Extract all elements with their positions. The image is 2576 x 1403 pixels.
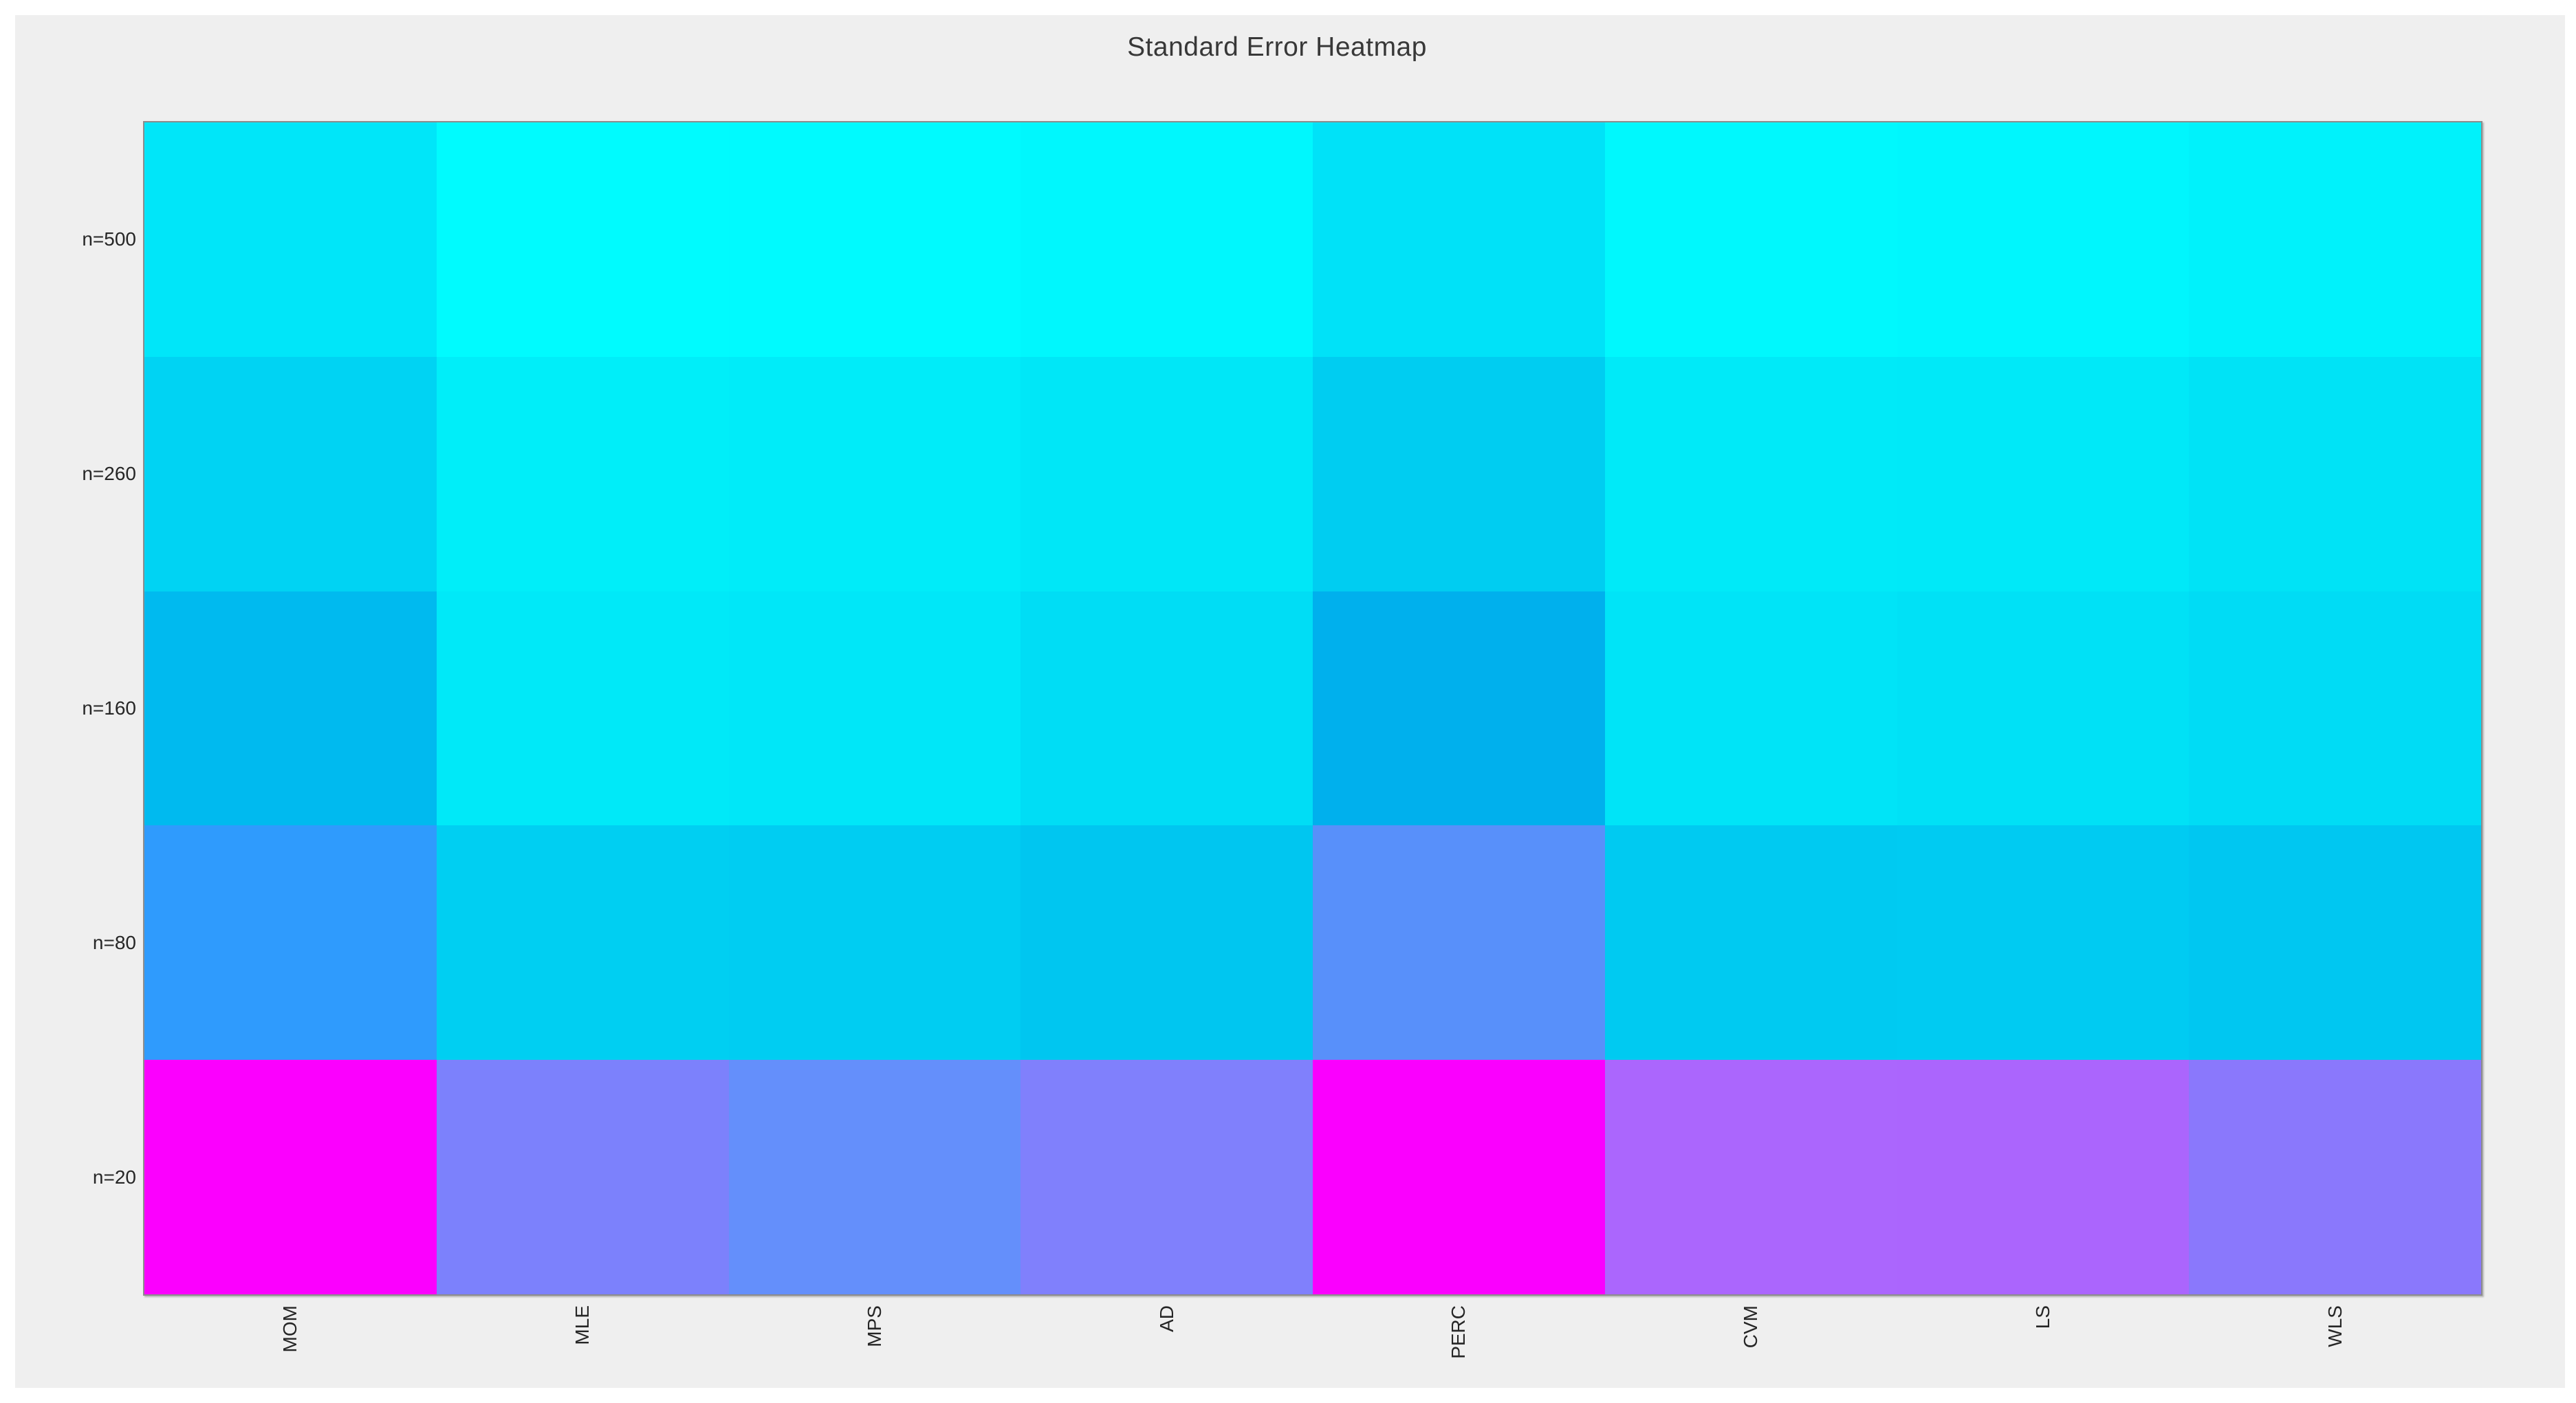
heatmap-cell-n=80-WLS <box>2189 825 2481 1061</box>
heatmap-cell-n=160-WLS <box>2189 591 2481 826</box>
heatmap-cell-n=500-WLS <box>2189 122 2481 357</box>
x-tick-label-MLE: MLE <box>571 1305 593 1345</box>
heatmap-cell-n=260-MOM <box>144 356 437 591</box>
heatmap-cell-n=260-MLE <box>436 356 729 591</box>
heatmap-cell-n=500-LS <box>1897 122 2190 357</box>
heatmap-cell-n=80-AD <box>1020 825 1313 1061</box>
heatmap-cell-n=20-WLS <box>2189 1060 2481 1294</box>
heatmap-cell-n=20-MLE <box>436 1060 729 1294</box>
heatmap-cell-n=500-CVM <box>1604 122 1897 357</box>
heatmap-cell-n=260-PERC <box>1313 356 1605 591</box>
heatmap-cell-n=160-AD <box>1020 591 1313 826</box>
heatmap-cell-n=80-MOM <box>144 825 437 1061</box>
y-tick-label-n=260: n=260 <box>82 463 136 485</box>
heatmap-cell-n=160-MOM <box>144 591 437 826</box>
heatmap-cell-n=20-AD <box>1020 1060 1313 1294</box>
x-tick-label-WLS: WLS <box>2324 1305 2346 1347</box>
heatmap-cell-n=260-WLS <box>2189 356 2481 591</box>
heatmap-cell-n=80-MPS <box>728 825 1021 1061</box>
matlab-figure: Standard Error Heatmap n=500 n=260 n=160 n=… <box>15 15 2565 1388</box>
y-tick-label-n=80: n=80 <box>92 931 136 953</box>
heatmap-cell-n=260-MPS <box>728 356 1021 591</box>
heatmap-cell-n=20-CVM <box>1604 1060 1897 1294</box>
heatmap-cell-n=160-LS <box>1897 591 2190 826</box>
heatmap-cell-n=20-PERC <box>1313 1060 1605 1294</box>
y-tick-label-n=500: n=500 <box>82 228 136 250</box>
heatmap-cell-n=160-PERC <box>1313 591 1605 826</box>
x-tick-label-LS: LS <box>2031 1305 2053 1329</box>
x-tick-label-MPS: MPS <box>863 1305 885 1347</box>
heatmap-cell-n=500-PERC <box>1313 122 1605 357</box>
heatmap-cell-n=500-AD <box>1020 122 1313 357</box>
heatmap-cell-n=20-MPS <box>728 1060 1021 1294</box>
heatmap-cell-n=500-MLE <box>436 122 729 357</box>
chart-title: Standard Error Heatmap <box>1127 32 1427 62</box>
heatmap-cell-n=500-MOM <box>144 122 437 357</box>
heatmap-cell-n=160-MLE <box>436 591 729 826</box>
x-tick-label-PERC: PERC <box>1448 1305 1470 1359</box>
heatmap-cell-n=260-CVM <box>1604 356 1897 591</box>
heatmap-cell-n=80-LS <box>1897 825 2190 1061</box>
heatmap-cell-n=80-PERC <box>1313 825 1605 1061</box>
heatmap-cell-n=260-LS <box>1897 356 2190 591</box>
heatmap-cell-n=80-MLE <box>436 825 729 1061</box>
heatmap-cell-n=260-AD <box>1020 356 1313 591</box>
x-tick-label-MOM: MOM <box>279 1305 301 1353</box>
heatmap-cell-n=500-MPS <box>728 122 1021 357</box>
x-tick-label-CVM: CVM <box>1740 1305 1762 1349</box>
heatmap-cell-n=20-MOM <box>144 1060 437 1294</box>
heatmap-cell-n=80-CVM <box>1604 825 1897 1061</box>
heatmap-cell-n=20-LS <box>1897 1060 2190 1294</box>
heatmap-plot-area <box>143 121 2482 1296</box>
x-tick-label-AD: AD <box>1155 1305 1177 1332</box>
y-tick-label-n=20: n=20 <box>92 1166 136 1188</box>
heatmap-cell-n=160-CVM <box>1604 591 1897 826</box>
y-tick-label-n=160: n=160 <box>82 697 136 719</box>
heatmap-cell-n=160-MPS <box>728 591 1021 826</box>
